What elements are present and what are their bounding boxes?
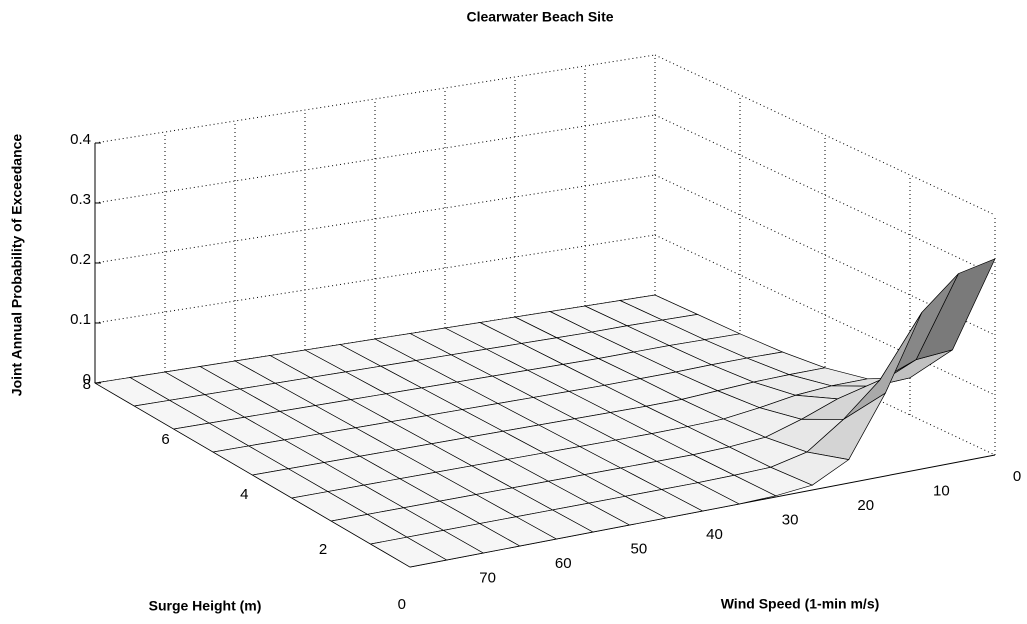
x-tick-label: 30 xyxy=(782,511,799,528)
grid-line xyxy=(94,234,656,324)
x-axis-label: Wind Speed (1-min m/s) xyxy=(721,596,880,612)
x-tick-label: 40 xyxy=(706,526,723,543)
x-tick-label: 50 xyxy=(631,540,648,557)
chart-title: Clearwater Beach Site xyxy=(466,9,613,25)
y-tick-label: 8 xyxy=(83,376,91,393)
x-tick-label: 0 xyxy=(1013,468,1021,485)
z-tick-label: 0.2 xyxy=(70,251,91,268)
x-tick-label: 70 xyxy=(479,569,496,586)
x-tick-label: 10 xyxy=(933,482,950,499)
z-tick-label: 0.4 xyxy=(70,131,91,148)
y-tick-label: 0 xyxy=(398,596,406,613)
y-tick-label: 4 xyxy=(240,486,248,503)
y-tick-label: 6 xyxy=(161,431,169,448)
z-tick-label: 0.3 xyxy=(70,191,91,208)
x-tick-label: 20 xyxy=(857,497,874,514)
y-axis-label: Surge Height (m) xyxy=(149,598,262,614)
y-tick-label: 2 xyxy=(319,541,327,558)
z-tick-label: 0 xyxy=(83,371,91,388)
x-tick-label: 60 xyxy=(555,555,572,572)
surface-patch xyxy=(369,536,448,568)
z-tick-label: 0.1 xyxy=(70,311,91,328)
grid-line xyxy=(94,114,656,204)
grid-line xyxy=(94,54,656,144)
grid-line xyxy=(94,174,656,264)
z-axis-label: Joint Annual Probability of Exceedance xyxy=(9,134,25,397)
